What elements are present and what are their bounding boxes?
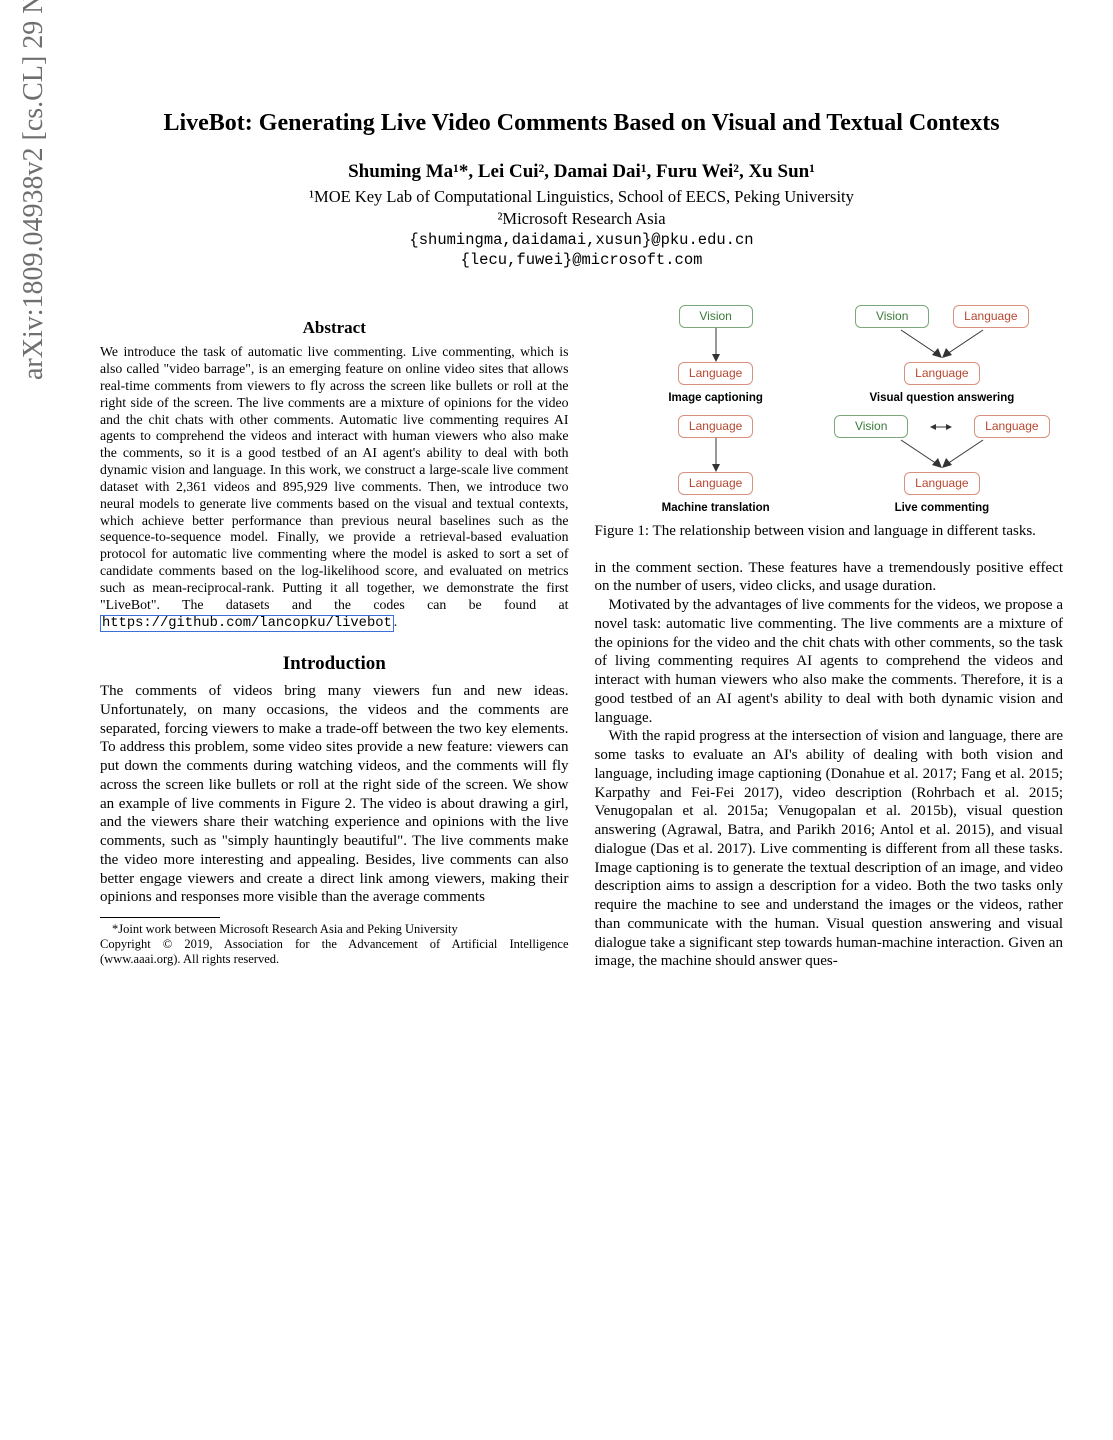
vision-node: Vision <box>855 305 929 328</box>
label-mt: Machine translation <box>662 501 770 515</box>
vision-node: Vision <box>834 415 908 438</box>
left-column: Abstract We introduce the task of automa… <box>100 305 569 971</box>
converge-arrows-icon <box>867 328 1017 362</box>
abstract-body: We introduce the task of automatic live … <box>100 344 569 611</box>
authors: Shuming Ma¹*, Lei Cui², Damai Dai¹, Furu… <box>100 161 1063 183</box>
diagram-image-captioning: Vision Language Image captioning <box>607 305 824 405</box>
language-node: Language <box>953 305 1028 328</box>
emails-1: {shumingma,daidamai,xusun}@pku.edu.cn <box>100 231 1063 249</box>
arrow-down-icon <box>710 328 722 362</box>
label-image-captioning: Image captioning <box>668 391 763 405</box>
diagram-vqa: Vision Language Langua <box>833 305 1050 405</box>
footnote-separator <box>100 917 220 918</box>
footnote-1: *Joint work between Microsoft Research A… <box>100 922 569 937</box>
two-column-layout: Abstract We introduce the task of automa… <box>100 305 1063 971</box>
language-node: Language <box>678 415 753 438</box>
right-body-text: in the comment section. These features h… <box>595 559 1064 972</box>
right-paragraph-2: Motivated by the advantages of live comm… <box>595 596 1064 727</box>
language-node: Language <box>904 362 979 385</box>
intro-paragraph-1: The comments of videos bring many viewer… <box>100 682 569 907</box>
right-paragraph-1: in the comment section. These features h… <box>595 559 1064 597</box>
arrow-down-icon <box>710 438 722 472</box>
language-node: Language <box>904 472 979 495</box>
converge-arrows-icon <box>867 438 1017 472</box>
language-node: Language <box>678 362 753 385</box>
affiliation-2: ²Microsoft Research Asia <box>100 209 1063 229</box>
emails-2: {lecu,fuwei}@microsoft.com <box>100 251 1063 269</box>
diagram-live-commenting: Vision Language <box>833 415 1050 515</box>
abstract-period: . <box>394 614 397 629</box>
arxiv-identifier: arXiv:1809.04938v2 [cs.CL] 29 Nov 2018 <box>18 0 50 380</box>
language-node: Language <box>678 472 753 495</box>
right-paragraph-3: With the rapid progress at the intersect… <box>595 727 1064 971</box>
github-link[interactable]: https://github.com/lancopku/livebot <box>100 615 394 632</box>
label-live-commenting: Live commenting <box>895 501 990 515</box>
figure-1: Vision Language Image captioning <box>595 305 1064 541</box>
intro-text: The comments of videos bring many viewer… <box>100 682 569 907</box>
language-node: Language <box>974 415 1049 438</box>
figure-1-diagram: Vision Language Image captioning <box>595 305 1064 516</box>
footnote-2: Copyright © 2019, Association for the Ad… <box>100 937 569 967</box>
introduction-heading: Introduction <box>100 652 569 676</box>
right-column: Vision Language Image captioning <box>595 305 1064 971</box>
bidirectional-arrow-icon <box>930 420 952 434</box>
vision-node: Vision <box>679 305 753 328</box>
figure-1-caption: Figure 1: The relationship between visio… <box>595 522 1064 541</box>
abstract-heading: Abstract <box>100 317 569 338</box>
diagram-mt: Language Language Machine translation <box>607 415 824 515</box>
label-vqa: Visual question answering <box>869 391 1014 405</box>
affiliation-1: ¹MOE Key Lab of Computational Linguistic… <box>100 187 1063 207</box>
paper-title: LiveBot: Generating Live Video Comments … <box>100 110 1063 137</box>
abstract-text: We introduce the task of automatic live … <box>100 344 569 632</box>
page-content: LiveBot: Generating Live Video Comments … <box>100 0 1063 971</box>
